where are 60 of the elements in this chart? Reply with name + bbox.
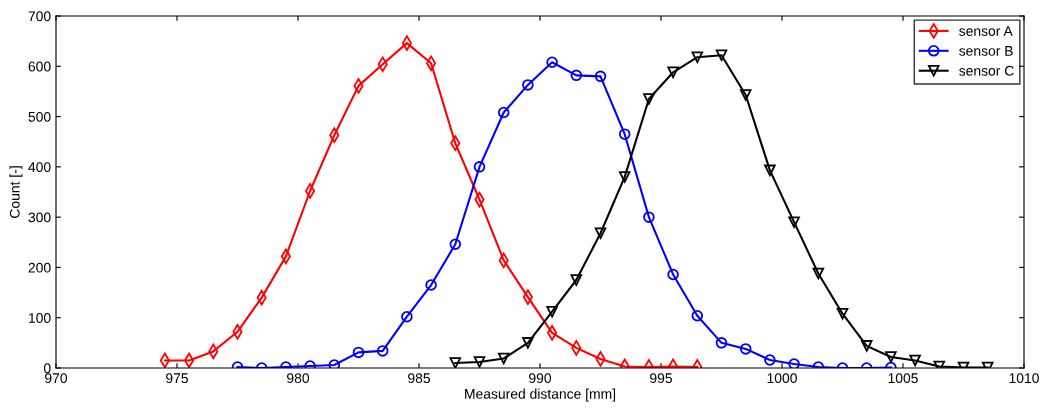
y-tick-label: 500 <box>28 111 51 122</box>
point <box>570 274 583 286</box>
point <box>497 352 510 365</box>
point <box>522 79 534 91</box>
point <box>473 161 486 173</box>
x-tick-label: 1000 <box>767 373 797 384</box>
x-tick-label: 1005 <box>888 373 918 384</box>
point <box>715 49 728 61</box>
point <box>909 354 921 367</box>
point <box>376 345 389 357</box>
point <box>860 340 873 352</box>
y-tick-label: 600 <box>28 61 51 72</box>
point <box>594 227 607 240</box>
y-tick-label: 700 <box>28 11 51 22</box>
point <box>352 346 365 359</box>
x-axis-title: Measured distance [mm] <box>465 388 616 402</box>
point <box>618 171 631 183</box>
legend-label: sensor C <box>959 65 1014 76</box>
legend-label: sensor B <box>959 46 1013 56</box>
point <box>764 354 776 366</box>
legend-label: sensor A <box>959 26 1013 36</box>
x-tick-label: 975 <box>166 373 189 384</box>
point <box>473 356 486 368</box>
point <box>885 351 897 363</box>
point <box>449 238 462 251</box>
x-tick-label: 1010 <box>1009 373 1039 384</box>
point <box>643 211 655 223</box>
point <box>739 89 752 101</box>
point <box>691 309 704 322</box>
y-axis-title: Count [-] <box>9 166 23 218</box>
point <box>449 357 462 368</box>
x-tick-label: 980 <box>287 373 310 384</box>
x-tick-label: 970 <box>45 373 68 384</box>
point <box>425 279 437 291</box>
y-tick-label: 300 <box>28 212 51 223</box>
y-tick-label: 100 <box>29 313 51 323</box>
point <box>667 268 679 281</box>
x-tick-label: 985 <box>408 373 431 384</box>
point <box>691 51 704 64</box>
point <box>836 307 849 320</box>
y-tick-label: 400 <box>28 162 51 173</box>
point <box>546 56 558 69</box>
point <box>739 343 752 355</box>
point <box>522 337 534 349</box>
point <box>570 69 583 82</box>
point <box>401 310 413 323</box>
point <box>497 106 510 119</box>
point <box>764 164 776 177</box>
point <box>667 66 679 79</box>
point <box>594 70 607 83</box>
point <box>643 93 655 105</box>
point <box>715 337 728 349</box>
point <box>618 128 631 140</box>
y-tick-label: 0 <box>43 363 51 374</box>
x-tick-label: 990 <box>529 373 552 384</box>
y-tick-label: 200 <box>28 262 51 273</box>
x-tick-label: 995 <box>650 373 673 384</box>
point <box>788 216 800 228</box>
point <box>546 305 558 318</box>
point <box>812 267 825 280</box>
